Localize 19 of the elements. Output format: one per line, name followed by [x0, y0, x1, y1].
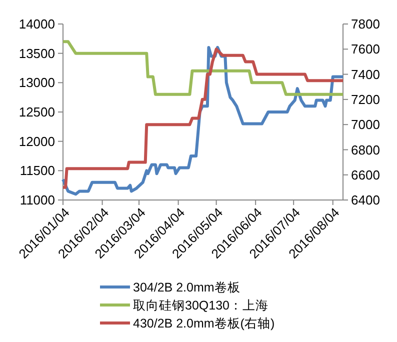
- y2-tick-label: 7200: [351, 92, 380, 107]
- y-tick-label: 12000: [18, 134, 55, 149]
- y-tick-label: 12500: [18, 104, 55, 120]
- y-tick-label: 14000: [18, 16, 55, 32]
- y-tick-label: 13500: [18, 46, 55, 61]
- line-series: [62, 40, 344, 96]
- y-tick-label: 11500: [20, 163, 55, 178]
- y2-tick-label: 7000: [351, 117, 380, 132]
- y-tick-label: 11000: [20, 192, 55, 208]
- y2-tick-label: 7600: [351, 42, 380, 57]
- y2-tick-label: 6600: [351, 167, 380, 182]
- y2-tick-label: 7400: [351, 66, 380, 82]
- y2-tick-label: 6400: [351, 192, 380, 208]
- y2-tick-label: 7800: [351, 16, 380, 32]
- y2-tick-label: 6800: [351, 142, 380, 158]
- legend-label: 取向硅钢30Q130：上海: [133, 298, 268, 312]
- legend-label: 430/2B 2.0mm卷板(右轴): [133, 316, 275, 330]
- y-tick-label: 13000: [18, 75, 55, 90]
- legend-label: 304/2B 2.0mm卷板: [133, 280, 240, 294]
